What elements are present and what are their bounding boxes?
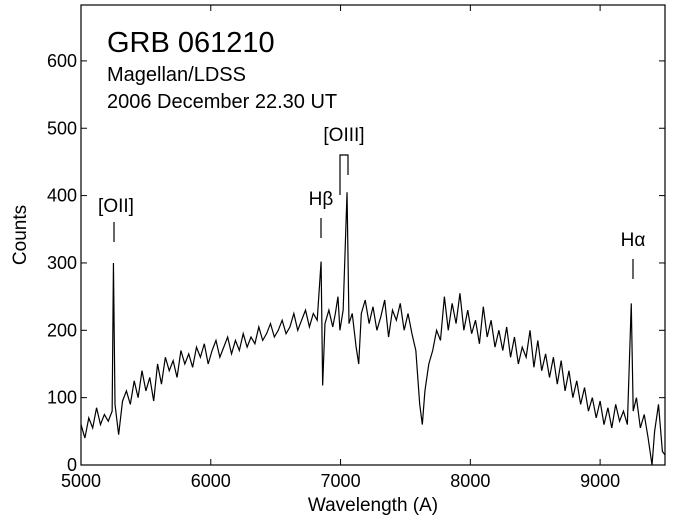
line-label: Hβ [309,189,334,210]
x-axis-label: Wavelength (A) [308,495,438,516]
line-label: [OIII] [323,125,364,146]
y-tick-label: 600 [47,51,77,71]
line-label: [OII] [98,196,134,217]
y-tick-label: 400 [47,186,77,206]
y-tick-label: 300 [47,253,77,273]
y-axis-label: Counts [10,205,31,265]
y-tick-label: 200 [47,320,77,340]
title: GRB 061210 [107,27,275,59]
x-tick-label: 8000 [450,471,490,491]
subtitle: Magellan/LDSS [107,64,246,86]
y-tick-label: 100 [47,388,77,408]
y-tick-label: 500 [47,118,77,138]
line-label: Hα [621,230,646,251]
line-markers [113,154,634,279]
x-tick-label: 7000 [321,471,361,491]
spectrum-line [80,192,666,466]
x-tick-label: 9000 [580,471,620,491]
x-tick-label: 6000 [191,471,231,491]
y-tick-label: 0 [67,455,77,475]
subtitle: 2006 December 22.30 UT [107,91,337,113]
x-tick-label: 5000 [61,471,101,491]
plot-frame [80,4,666,466]
marker [339,154,349,195]
